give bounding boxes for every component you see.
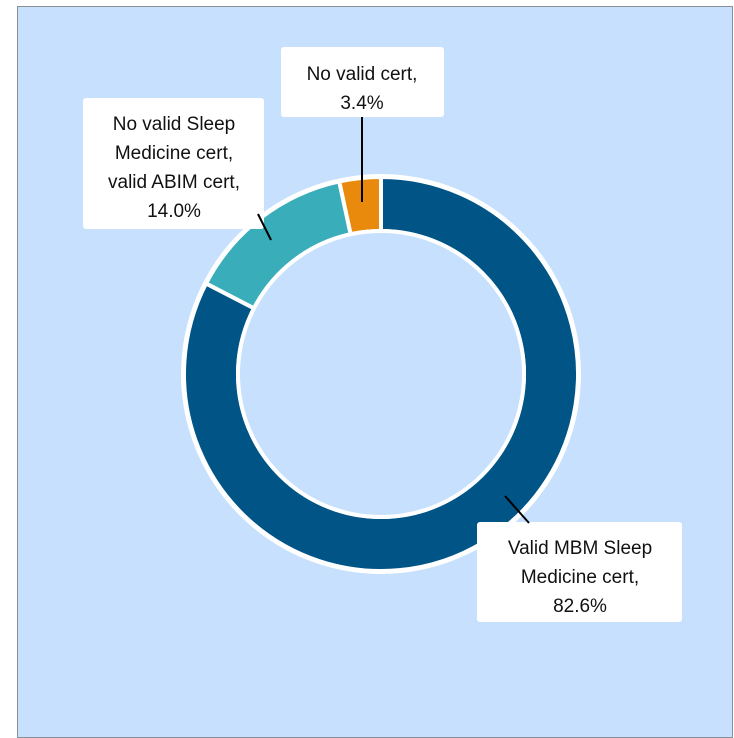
label-valid-mbm: Valid MBM Sleep Medicine cert, 82.6% — [477, 495, 682, 622]
label-text-line: Valid MBM Sleep — [508, 538, 652, 559]
label-text-line: No valid cert, — [307, 64, 418, 85]
leader-line — [504, 495, 530, 524]
label-text-line: 82.6% — [553, 596, 607, 617]
leader-line — [257, 213, 272, 241]
label-box — [281, 47, 444, 117]
label-text-line: 3.4% — [340, 93, 383, 114]
slices-group — [181, 174, 581, 574]
label-box — [83, 98, 264, 229]
label-text-line: valid ABIM cert, — [108, 172, 240, 193]
label-text-line: Medicine cert, — [521, 567, 639, 588]
labels-group: Valid MBM Sleep Medicine cert, 82.6% No val… — [83, 47, 682, 622]
label-box — [477, 522, 682, 622]
donut-hole — [236, 229, 526, 519]
label-text-line: 14.0% — [147, 201, 201, 222]
label-valid-abim: No valid Sleep Medicine cert, valid ABIM c… — [83, 98, 272, 241]
label-text-line: No valid Sleep — [113, 114, 236, 135]
label-text-line: Medicine cert, — [115, 143, 233, 164]
label-no-valid-cert: No valid cert, 3.4% — [281, 47, 444, 202]
